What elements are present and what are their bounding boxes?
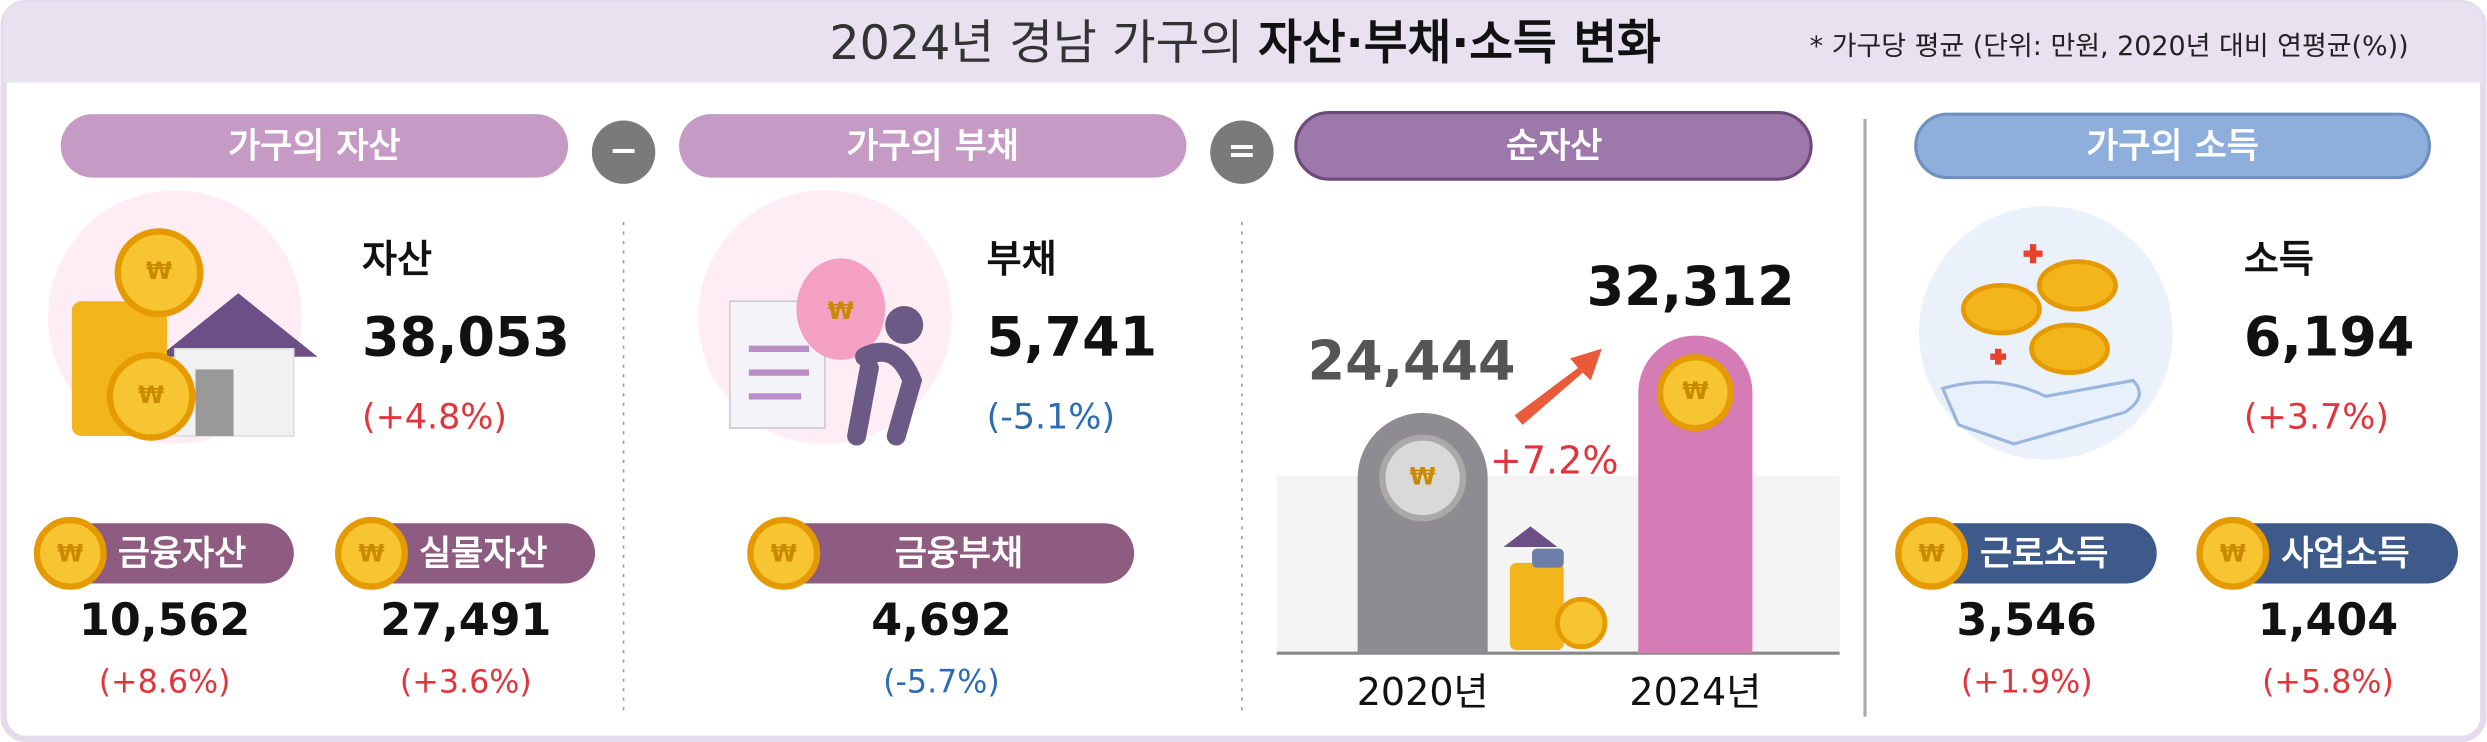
- income-heading: 가구의 소득: [2086, 126, 2259, 166]
- small-house-icon: [1503, 526, 1608, 651]
- operator-circle: [591, 120, 656, 184]
- item-pill: [748, 523, 1135, 584]
- equals: =: [1227, 131, 1256, 171]
- coin-symbol: ₩: [358, 539, 384, 567]
- coin-symbol: ₩: [1682, 377, 1708, 405]
- coin: [335, 516, 408, 590]
- title-prefix: 2024년 경남 가구의: [829, 16, 1258, 71]
- coin-symbol: ₩: [138, 381, 164, 409]
- category-label: 2024년: [1629, 670, 1761, 714]
- item-label: 근로소득: [1980, 534, 2108, 574]
- bars: ₩24,444 2020년 ₩32,312 2024년: [1308, 255, 1795, 714]
- assets-change: (+4.8%): [362, 398, 507, 438]
- debt-label: 부채: [987, 237, 1057, 281]
- assets-label: 자산: [362, 237, 432, 281]
- assets-value: 38,053: [362, 306, 570, 369]
- net-change: +7.2%: [1490, 438, 1619, 482]
- debt-change: (-5.1%): [987, 398, 1115, 438]
- coin-symbol: ₩: [57, 539, 83, 567]
- coin: [1379, 434, 1467, 522]
- coin: [1895, 516, 1969, 590]
- item-value: 3,546: [1957, 595, 2097, 646]
- items: ₩ 금융자산 10,562 (+8.6%) ₩ 실물자산 27,491 (+3.6%) ₩ 금융부…: [33, 516, 2458, 700]
- bar-value-label: 32,312: [1587, 255, 1795, 318]
- heading-pill: [1914, 112, 2432, 180]
- item-value: 1,404: [2258, 595, 2398, 646]
- coin: [747, 516, 821, 590]
- item-value: 27,491: [380, 595, 551, 646]
- item-value: 4,692: [871, 595, 1011, 646]
- growth-arrow: [1514, 348, 1602, 425]
- debt-icon: [698, 190, 952, 446]
- item-change: (+1.9%): [1961, 664, 2093, 700]
- item-label: 사업소득: [2281, 534, 2409, 574]
- coin-symbol: ₩: [1410, 462, 1436, 490]
- title: 2024년 경남 가구의 자산·부채·소득 변화: [829, 16, 1660, 71]
- item-change: (+8.6%): [99, 664, 231, 700]
- coin-symbol: ₩: [828, 297, 854, 325]
- item-value: 10,562: [79, 595, 250, 646]
- coin-symbol: ₩: [2220, 539, 2246, 567]
- net-heading: 순자산: [1506, 126, 1602, 166]
- bar-value-label: 24,444: [1308, 329, 1516, 392]
- operator-circle: [1210, 120, 1274, 184]
- category-label: 2020년: [1357, 670, 1489, 714]
- house-icon: [48, 190, 318, 444]
- coin-symbol: ₩: [146, 257, 172, 285]
- assets-heading: 가구의 자산: [228, 126, 401, 166]
- coin-symbol: ₩: [1918, 539, 1944, 567]
- title-bold: 자산·부채·소득 변화: [1258, 16, 1661, 71]
- income-icon: [1918, 206, 2173, 460]
- note: * 가구당 평균 (단위: 만원, 2020년 대비 연평균(%)): [1810, 31, 2409, 62]
- income-change: (+3.7%): [2244, 398, 2389, 438]
- minus: −: [609, 131, 638, 171]
- item-change: (-5.7%): [883, 664, 1000, 700]
- heading-pill: [679, 114, 1187, 178]
- coin: [1656, 354, 1734, 432]
- income-value: 6,194: [2244, 306, 2414, 369]
- coin-symbol: ₩: [771, 539, 797, 567]
- debt-value: 5,741: [987, 306, 1157, 369]
- coin: [33, 516, 107, 590]
- heading-pill: [1294, 110, 1813, 181]
- header-band: [3, 3, 2484, 83]
- heading-pill: [60, 114, 569, 178]
- income-label: 소득: [2244, 237, 2314, 281]
- item-change: (+5.8%): [2262, 664, 2394, 700]
- item-label: 실물자산: [419, 534, 547, 574]
- item-change: (+3.6%): [400, 664, 532, 700]
- coin: [2196, 516, 2270, 590]
- item-label: 금융부채: [895, 534, 1023, 574]
- item-label: 금융자산: [118, 534, 246, 574]
- debt-heading: 가구의 부채: [846, 126, 1019, 166]
